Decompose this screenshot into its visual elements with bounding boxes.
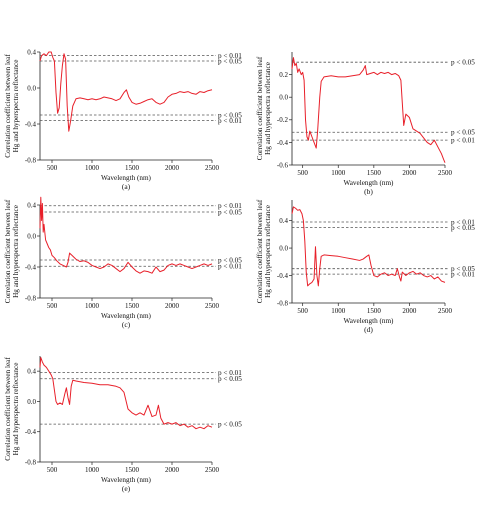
panel-label: (e) [122,484,131,493]
y-tick-label: -0.8 [277,299,289,307]
x-tick-label: 500 [297,307,308,315]
x-tick-label: 1000 [85,466,100,474]
x-tick-label: 1500 [125,302,140,310]
significance-label: p < 0.01 [218,52,242,60]
panel-label: (a) [122,182,131,191]
y-tick-label: 0.0 [27,398,36,406]
x-tick-label: 500 [47,302,58,310]
series-line-c [39,196,213,274]
x-axis-title: Wavelength (nm) [101,174,152,182]
x-tick-label: 1000 [85,302,100,310]
significance-label: p < 0.05 [451,265,475,273]
x-axis-title: Wavelength (nm) [344,179,395,187]
significance-label: p < 0.05 [218,208,242,216]
x-tick-label: 2000 [165,302,180,310]
significance-label: p < 0.01 [218,263,242,271]
x-tick-label: 500 [47,164,58,172]
x-tick-label: 1000 [85,164,100,172]
x-tick-label: 1500 [367,169,382,177]
y-tick-label: 0.0 [27,232,36,240]
axis-frame [291,52,445,166]
y-axis-title-line1: Correlation coefficient between leaf [4,357,12,461]
x-tick-label: 500 [297,169,308,177]
y-axis-title-line2: Hg and hyperspectra reflectance [12,363,20,456]
y-tick-label: -0.8 [25,294,37,302]
y-axis-title-line2: Hg and hyperspectra reflectance [264,205,272,298]
significance-label: p < 0.01 [218,369,242,377]
y-tick-label: 0.4 [27,368,36,376]
significance-label: p < 0.01 [218,117,242,125]
y-axis-title-line2: Hg and hyperspectra reflectance [264,62,272,155]
x-tick-label: 2000 [165,466,180,474]
significance-label: p < 0.05 [218,57,242,65]
x-tick-label: 1000 [331,307,346,315]
y-tick-label: -0.4 [277,272,289,280]
significance-label: p < 0.01 [218,202,242,210]
y-tick-label: -0.4 [25,428,37,436]
series-line-d [291,206,446,287]
y-tick-label: -0.4 [277,139,289,147]
y-tick-label: -0.8 [25,458,37,466]
panel-label: (d) [364,325,373,334]
y-tick-label: -0.4 [25,263,37,271]
axis-frame [39,205,212,299]
y-axis-title-line1: Correlation coefficient between leaf [4,54,12,158]
panel-label: (c) [122,320,131,329]
x-tick-label: 2500 [438,307,453,315]
y-tick-label: -0.4 [25,120,37,128]
y-tick-label: 0.0 [27,84,36,92]
y-axis-title-line1: Correlation coefficient between leaf [256,56,264,160]
x-tick-label: 2500 [205,164,220,172]
series-line-b [291,57,446,163]
significance-label: p < 0.05 [218,421,242,429]
x-axis-title: Wavelength (nm) [101,476,152,484]
series-line-e [39,357,213,430]
y-tick-label: -0.8 [25,156,37,164]
y-tick-label: 0.4 [279,217,288,225]
y-axis-title-line1: Correlation coefficient between leaf [256,199,264,303]
x-axis-title: Wavelength (nm) [101,312,152,320]
x-tick-label: 2500 [205,302,220,310]
y-tick-label: -0.2 [277,116,289,124]
x-tick-label: 2000 [402,169,417,177]
panel-label: (b) [364,187,373,196]
x-tick-label: 2500 [438,169,453,177]
y-axis-title-line1: Correlation coefficient between leaf [4,199,12,303]
series-line-a [39,51,213,132]
x-tick-label: 1500 [125,466,140,474]
y-axis-title-line2: Hg and hyperspectra reflectance [12,60,20,153]
y-axis-title-line2: Hg and hyperspectra reflectance [12,205,20,298]
axis-frame [39,356,212,463]
x-tick-label: 2000 [165,164,180,172]
y-tick-label: -0.6 [277,161,289,169]
x-tick-label: 1000 [331,169,346,177]
significance-label: p < 0.05 [451,224,475,232]
significance-label: p < 0.01 [451,137,475,145]
significance-label: p < 0.01 [451,271,475,279]
y-tick-label: 0.0 [279,94,288,102]
significance-label: p < 0.05 [451,59,475,67]
x-tick-label: 1500 [125,164,140,172]
significance-label: p < 0.05 [218,256,242,264]
x-tick-label: 2000 [402,307,417,315]
x-tick-label: 2500 [205,466,220,474]
x-axis-title: Wavelength (nm) [344,317,395,325]
x-tick-label: 500 [47,466,58,474]
y-tick-label: 0.4 [27,48,36,56]
x-tick-label: 1500 [367,307,382,315]
significance-label: p < 0.05 [218,111,242,119]
significance-label: p < 0.05 [451,129,475,137]
y-tick-label: 0.4 [27,201,36,209]
y-tick-label: 0.2 [279,71,288,79]
y-tick-label: 0.0 [279,244,288,252]
significance-label: p < 0.05 [218,375,242,383]
significance-label: p < 0.01 [451,218,475,226]
